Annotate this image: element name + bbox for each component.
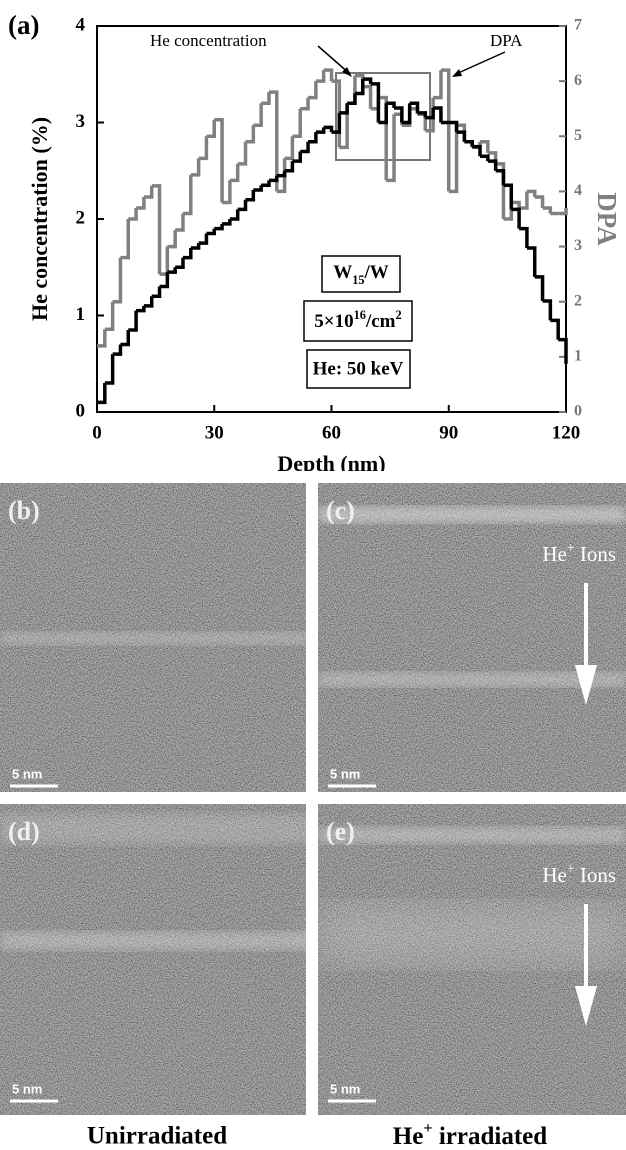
text-part: + — [423, 1119, 432, 1137]
scale-bar-label: 5 nm — [330, 766, 360, 781]
scale-bar-label: 5 nm — [330, 1081, 360, 1096]
panel-label: (e) — [326, 817, 355, 846]
x-tick-label: 120 — [552, 422, 581, 443]
text-part: 2 — [396, 308, 402, 322]
bright-band — [0, 632, 313, 644]
tem-image — [0, 804, 313, 1115]
scale-bar-label: 5 nm — [12, 766, 42, 781]
text-part: 15 — [352, 273, 364, 287]
annotation-text: He: 50 keV — [313, 358, 404, 379]
panel-label: (a) — [8, 10, 39, 40]
text-part: W — [333, 262, 352, 283]
y2-tick-label: 0 — [574, 403, 582, 420]
y-tick-label: 2 — [76, 207, 86, 228]
y2-tick-label: 5 — [574, 127, 582, 144]
y2-tick-label: 6 — [574, 72, 582, 89]
y-tick-label: 0 — [76, 400, 86, 421]
text-part: He — [542, 542, 567, 566]
text-part: /W — [364, 262, 389, 283]
series-annotation: He concentration — [150, 31, 267, 50]
caption: He+ irradiated — [393, 1119, 547, 1150]
text-part: Ions — [575, 542, 616, 566]
panel-label: (c) — [326, 496, 355, 525]
tem-image — [318, 483, 626, 800]
text-part: irradiated — [433, 1123, 548, 1150]
y-tick-label: 4 — [76, 14, 86, 35]
x-tick-label: 60 — [322, 422, 341, 443]
text-part: 16 — [354, 308, 366, 322]
panel-label: (b) — [8, 496, 40, 525]
y2-tick-label: 4 — [574, 182, 582, 199]
bright-band — [0, 814, 313, 844]
figure: (a) 03060901200123401234567Depth (nm)He … — [0, 0, 626, 1150]
scale-bar-label: 5 nm — [12, 1081, 42, 1096]
page: {"chart_data": {"type": "step-line", "pa… — [0, 0, 626, 1150]
series-annotation: DPA — [490, 31, 523, 50]
y2-tick-label: 1 — [574, 348, 582, 365]
panel-label: (d) — [8, 817, 40, 846]
x-tick-label: 30 — [205, 422, 224, 443]
x-tick-label: 90 — [439, 422, 458, 443]
bright-band — [318, 905, 626, 965]
y-tick-label: 1 — [76, 304, 86, 325]
y2-tick-label: 7 — [574, 17, 582, 34]
y2-tick-label: 3 — [574, 237, 582, 254]
text-part: Ions — [575, 863, 616, 887]
text-part: He — [542, 863, 567, 887]
bright-band — [318, 507, 626, 523]
x-tick-label: 0 — [92, 422, 102, 443]
y2-tick-label: 2 — [574, 292, 582, 309]
text-part: /cm — [365, 311, 396, 332]
y2-axis-label: DPA — [592, 192, 622, 246]
y-axis-label: He concentration (%) — [27, 117, 52, 321]
ion-label: He+ Ions — [542, 861, 616, 887]
bright-band — [318, 827, 626, 843]
caption: Unirradiated — [87, 1123, 227, 1150]
text-part: He — [393, 1123, 424, 1150]
y-tick-label: 3 — [76, 111, 86, 132]
bright-band — [0, 932, 313, 950]
ion-label: He+ Ions — [542, 540, 616, 566]
text-part: 5×10 — [314, 311, 353, 332]
